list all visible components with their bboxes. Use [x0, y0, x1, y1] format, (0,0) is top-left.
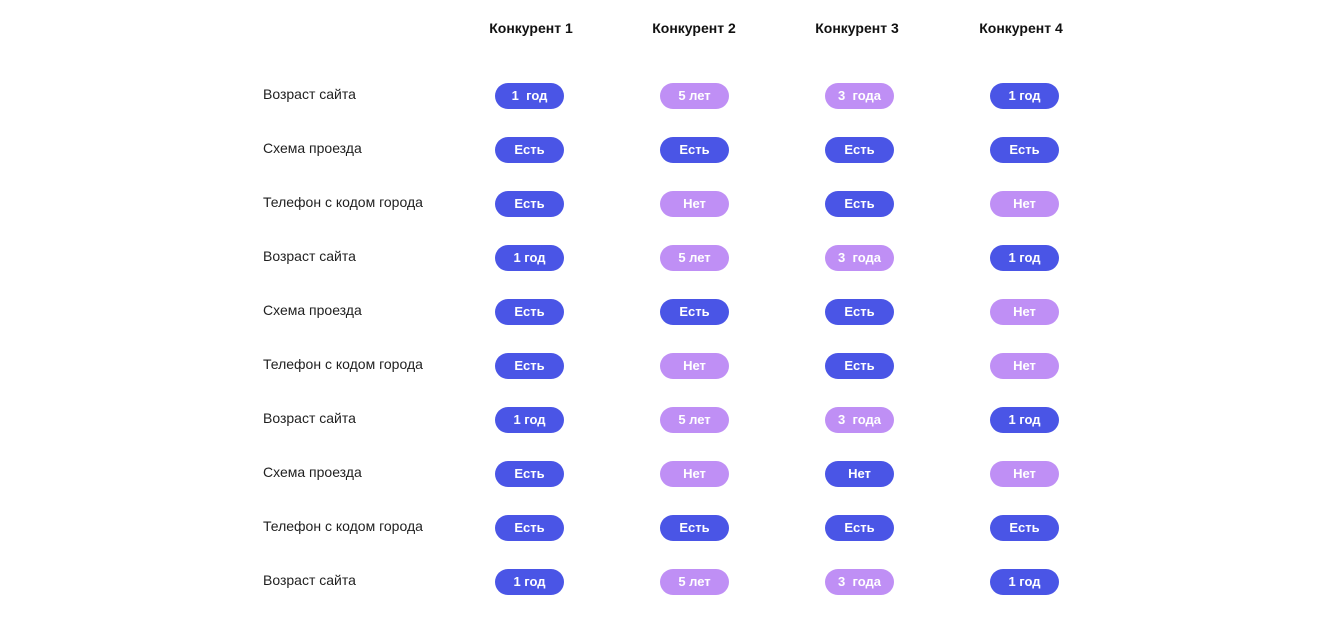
table-row: Возраст сайта 1 год 5 лет 3 года 1 год — [0, 245, 1340, 271]
table-row: Схема проезда Есть Есть Есть Есть — [0, 137, 1340, 163]
table-row: Телефон с кодом города Есть Нет Есть Нет — [0, 353, 1340, 379]
table-header: Конкурент 1 Конкурент 2 Конкурент 3 Конк… — [0, 0, 1340, 60]
value-badge-competitor-2: 5 лет — [660, 407, 729, 433]
table-row: Телефон с кодом города Есть Нет Есть Нет — [0, 191, 1340, 217]
value-badge-competitor-1: 1 год — [495, 245, 564, 271]
row-label: Возраст сайта — [263, 410, 356, 426]
value-badge-competitor-2: 5 лет — [660, 83, 729, 109]
value-badge-competitor-2: Нет — [660, 191, 729, 217]
value-badge-competitor-1: 1 год — [495, 83, 564, 109]
column-header-competitor-4: Конкурент 4 — [979, 20, 1063, 36]
value-badge-competitor-1: Есть — [495, 515, 564, 541]
value-badge-competitor-1: 1 год — [495, 569, 564, 595]
value-badge-competitor-4: 1 год — [990, 407, 1059, 433]
value-badge-competitor-3: Есть — [825, 191, 894, 217]
value-badge-competitor-2: 5 лет — [660, 569, 729, 595]
value-badge-competitor-3: Есть — [825, 353, 894, 379]
table-row: Возраст сайта 1 год 5 лет 3 года 1 год — [0, 83, 1340, 109]
value-badge-competitor-2: 5 лет — [660, 245, 729, 271]
column-header-competitor-2: Конкурент 2 — [652, 20, 736, 36]
value-badge-competitor-2: Есть — [660, 299, 729, 325]
value-badge-competitor-4: Есть — [990, 515, 1059, 541]
value-badge-competitor-3: 3 года — [825, 407, 894, 433]
row-label: Телефон с кодом города — [263, 194, 423, 210]
row-label: Телефон с кодом города — [263, 356, 423, 372]
value-badge-competitor-3: 3 года — [825, 245, 894, 271]
value-badge-competitor-4: Нет — [990, 353, 1059, 379]
table-row: Возраст сайта 1 год 5 лет 3 года 1 год — [0, 569, 1340, 595]
value-badge-competitor-2: Нет — [660, 461, 729, 487]
value-badge-competitor-4: Нет — [990, 461, 1059, 487]
value-badge-competitor-3: Есть — [825, 299, 894, 325]
row-label: Схема проезда — [263, 302, 362, 318]
column-header-competitor-3: Конкурент 3 — [815, 20, 899, 36]
value-badge-competitor-1: Есть — [495, 137, 564, 163]
value-badge-competitor-2: Есть — [660, 137, 729, 163]
row-label: Возраст сайта — [263, 86, 356, 102]
value-badge-competitor-3: 3 года — [825, 569, 894, 595]
table-row: Схема проезда Есть Есть Есть Нет — [0, 299, 1340, 325]
value-badge-competitor-3: 3 года — [825, 83, 894, 109]
value-badge-competitor-4: 1 год — [990, 83, 1059, 109]
value-badge-competitor-2: Нет — [660, 353, 729, 379]
column-header-competitor-1: Конкурент 1 — [489, 20, 573, 36]
table-row: Телефон с кодом города Есть Есть Есть Есть — [0, 515, 1340, 541]
value-badge-competitor-1: 1 год — [495, 407, 564, 433]
row-label: Возраст сайта — [263, 248, 356, 264]
row-label: Телефон с кодом города — [263, 518, 423, 534]
value-badge-competitor-1: Есть — [495, 461, 564, 487]
value-badge-competitor-3: Нет — [825, 461, 894, 487]
value-badge-competitor-4: 1 год — [990, 245, 1059, 271]
row-label: Схема проезда — [263, 464, 362, 480]
value-badge-competitor-3: Есть — [825, 515, 894, 541]
value-badge-competitor-4: Нет — [990, 191, 1059, 217]
value-badge-competitor-4: Есть — [990, 137, 1059, 163]
value-badge-competitor-4: 1 год — [990, 569, 1059, 595]
table-row: Схема проезда Есть Нет Нет Нет — [0, 461, 1340, 487]
row-label: Схема проезда — [263, 140, 362, 156]
value-badge-competitor-4: Нет — [990, 299, 1059, 325]
value-badge-competitor-1: Есть — [495, 299, 564, 325]
value-badge-competitor-1: Есть — [495, 191, 564, 217]
row-label: Возраст сайта — [263, 572, 356, 588]
value-badge-competitor-3: Есть — [825, 137, 894, 163]
value-badge-competitor-1: Есть — [495, 353, 564, 379]
table-row: Возраст сайта 1 год 5 лет 3 года 1 год — [0, 407, 1340, 433]
value-badge-competitor-2: Есть — [660, 515, 729, 541]
